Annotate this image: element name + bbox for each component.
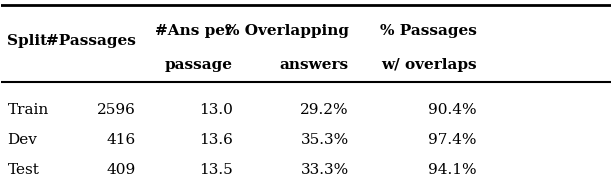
Text: 97.4%: 97.4% <box>428 133 477 147</box>
Text: Dev: Dev <box>7 133 37 147</box>
Text: 13.0: 13.0 <box>199 103 233 117</box>
Text: 2596: 2596 <box>97 103 135 117</box>
Text: answers: answers <box>280 58 349 72</box>
Text: 13.6: 13.6 <box>199 133 233 147</box>
Text: % Passages: % Passages <box>379 24 477 38</box>
Text: Test: Test <box>7 163 39 177</box>
Text: #Ans per: #Ans per <box>155 24 233 38</box>
Text: 33.3%: 33.3% <box>300 163 349 177</box>
Text: Split: Split <box>7 34 48 48</box>
Text: 94.1%: 94.1% <box>428 163 477 177</box>
Text: 90.4%: 90.4% <box>428 103 477 117</box>
Text: 416: 416 <box>106 133 135 147</box>
Text: 13.5: 13.5 <box>199 163 233 177</box>
Text: 409: 409 <box>106 163 135 177</box>
Text: % Overlapping: % Overlapping <box>225 24 349 38</box>
Text: w/ overlaps: w/ overlaps <box>381 58 477 72</box>
Text: #Passages: #Passages <box>45 34 135 48</box>
Text: passage: passage <box>165 58 233 72</box>
Text: 35.3%: 35.3% <box>300 133 349 147</box>
Text: Train: Train <box>7 103 49 117</box>
Text: 29.2%: 29.2% <box>300 103 349 117</box>
